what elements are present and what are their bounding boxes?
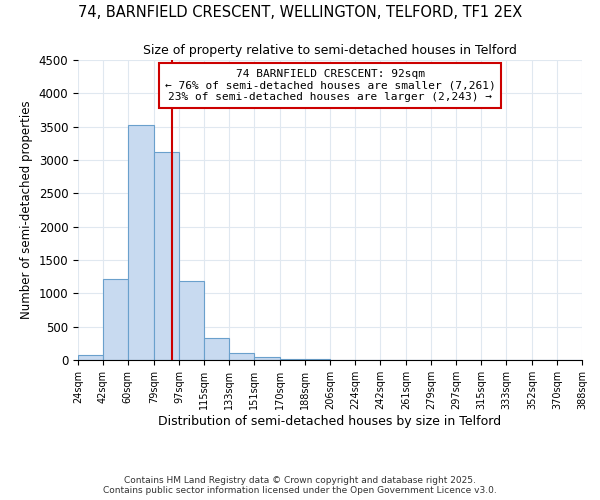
X-axis label: Distribution of semi-detached houses by size in Telford: Distribution of semi-detached houses by … [158,414,502,428]
Title: Size of property relative to semi-detached houses in Telford: Size of property relative to semi-detach… [143,44,517,58]
Bar [179,282,204,360]
Bar [204,338,229,360]
Bar [78,354,103,360]
Y-axis label: Number of semi-detached properties: Number of semi-detached properties [20,100,33,320]
Text: 74 BARNFIELD CRESCENT: 92sqm
← 76% of semi-detached houses are smaller (7,261)
2: 74 BARNFIELD CRESCENT: 92sqm ← 76% of se… [164,69,496,102]
Bar [128,126,154,360]
Bar [103,278,128,360]
Text: Contains HM Land Registry data © Crown copyright and database right 2025.
Contai: Contains HM Land Registry data © Crown c… [103,476,497,495]
Text: 74, BARNFIELD CRESCENT, WELLINGTON, TELFORD, TF1 2EX: 74, BARNFIELD CRESCENT, WELLINGTON, TELF… [78,5,522,20]
Bar [154,152,179,360]
Bar [254,356,280,360]
Bar [229,354,254,360]
Bar [280,359,305,360]
